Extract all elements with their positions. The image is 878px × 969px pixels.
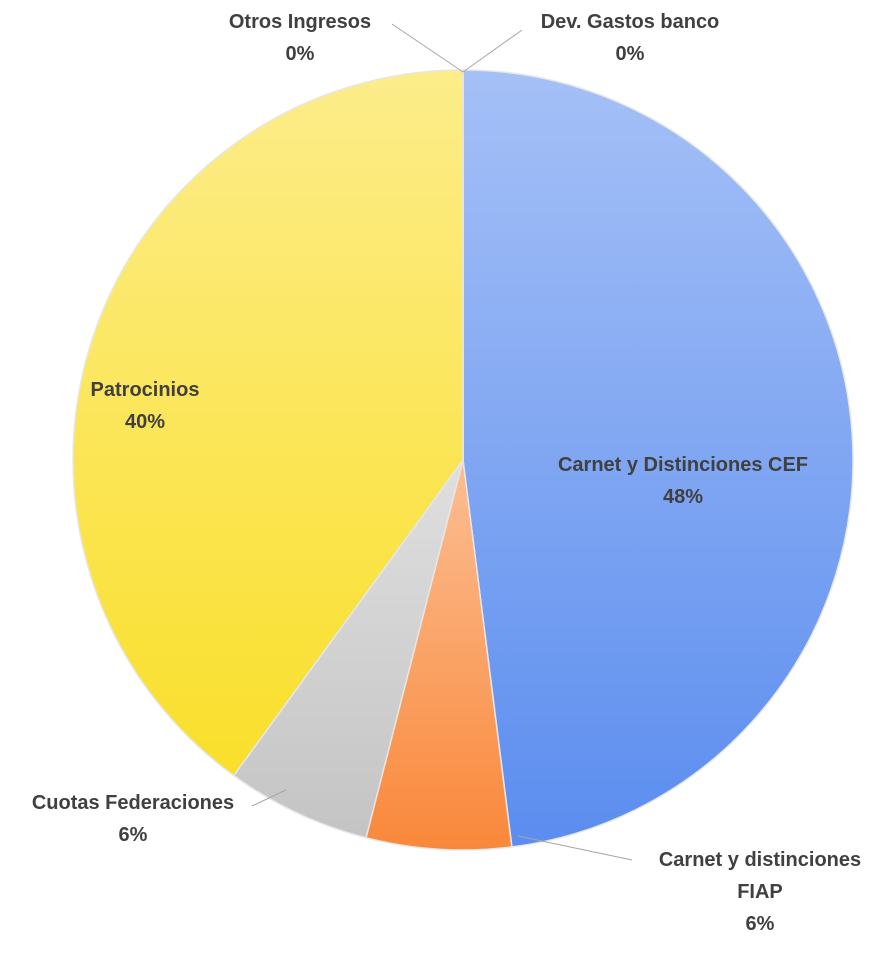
slice-value: 0%: [285, 43, 315, 65]
slice-label: Otros Ingresos 0%: [190, 6, 410, 70]
slice-label: Carnet y Distinciones CEF 48%: [533, 449, 833, 513]
slice-value: 6%: [745, 913, 775, 935]
slice-label: Carnet y distinciones FIAP 6%: [635, 844, 878, 940]
pie-slice: [462, 69, 854, 848]
slice-value: 48%: [662, 486, 704, 508]
pie-slice: [365, 459, 513, 851]
leader-line: [251, 789, 287, 807]
slice-name: Carnet y Distinciones CEF: [557, 454, 809, 476]
slice-value: 40%: [124, 411, 166, 433]
leader-line: [517, 835, 633, 861]
pie-slice: [72, 69, 464, 777]
slice-value: 6%: [118, 824, 148, 846]
slice-value: 0%: [615, 43, 645, 65]
slice-name: Patrocinios: [90, 379, 200, 401]
slice-label: Patrocinios 40%: [45, 374, 245, 438]
slice-label: Cuotas Federaciones 6%: [3, 787, 263, 851]
leader-line: [391, 23, 464, 73]
slice-name: Dev. Gastos banco: [540, 11, 720, 33]
slice-label: Dev. Gastos banco 0%: [490, 6, 770, 70]
leader-line: [462, 29, 523, 73]
pie-slice: [232, 459, 464, 839]
slice-name: Otros Ingresos: [228, 11, 372, 33]
slice-name: Cuotas Federaciones: [31, 792, 235, 814]
slice-name: Carnet y distinciones FIAP: [658, 849, 862, 903]
